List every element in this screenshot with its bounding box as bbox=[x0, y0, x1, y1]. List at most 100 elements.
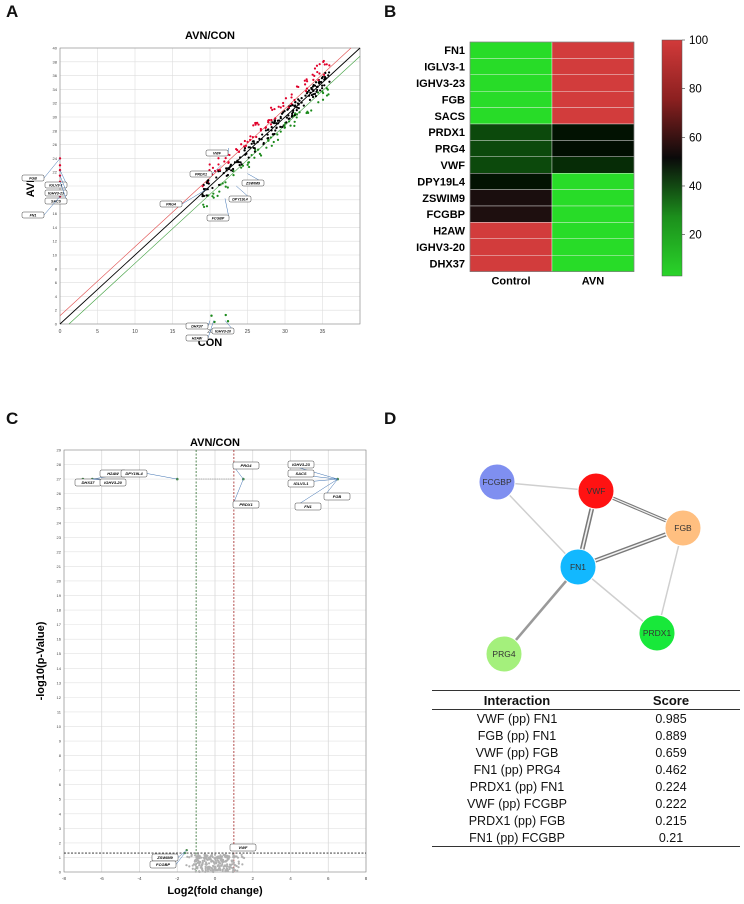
data-point bbox=[205, 194, 208, 197]
node-prg4: PRG4 bbox=[485, 635, 523, 673]
data-point bbox=[293, 124, 296, 127]
y-tick-label: 12 bbox=[57, 695, 62, 700]
data-point bbox=[292, 109, 295, 112]
data-point bbox=[217, 157, 220, 160]
x-tick-label: 30 bbox=[282, 329, 288, 335]
data-point bbox=[250, 142, 253, 145]
data-point bbox=[224, 313, 227, 317]
data-point bbox=[317, 101, 320, 104]
data-point bbox=[270, 118, 273, 122]
data-point bbox=[306, 80, 309, 83]
data-point bbox=[321, 90, 324, 93]
y-tick-label: 32 bbox=[53, 101, 58, 106]
data-point bbox=[236, 856, 240, 859]
data-point bbox=[208, 856, 211, 859]
data-point bbox=[201, 867, 204, 870]
data-point bbox=[296, 106, 299, 109]
node-label: VWF bbox=[587, 486, 606, 496]
heatmap-cell bbox=[551, 107, 635, 125]
interaction-cell: FGB (pp) FN1 bbox=[477, 728, 557, 743]
row-label: IGHV3-23 bbox=[416, 78, 465, 90]
data-point bbox=[186, 855, 189, 858]
data-point bbox=[252, 124, 255, 127]
data-point bbox=[233, 478, 235, 480]
heatmap-cell bbox=[551, 189, 635, 207]
data-point bbox=[282, 101, 285, 105]
data-point bbox=[276, 133, 279, 136]
data-point bbox=[229, 478, 231, 480]
data-point bbox=[314, 81, 318, 84]
heatmap-cell bbox=[469, 189, 553, 207]
heatmap-cell bbox=[551, 140, 635, 158]
colorbar-tick-label: 80 bbox=[689, 84, 702, 96]
callout-leader bbox=[175, 852, 185, 865]
data-point bbox=[295, 116, 298, 119]
data-point bbox=[200, 856, 203, 859]
data-point bbox=[266, 133, 269, 136]
data-point bbox=[328, 64, 331, 67]
data-point bbox=[225, 865, 228, 868]
heatmap-cell bbox=[469, 238, 553, 256]
score-cell: 0.659 bbox=[655, 745, 687, 760]
y-tick-label: 10 bbox=[53, 253, 58, 258]
data-point bbox=[307, 94, 311, 97]
network-edge bbox=[503, 566, 579, 655]
data-point bbox=[58, 164, 62, 167]
row-label: DPY19L4 bbox=[417, 176, 466, 188]
data-point bbox=[231, 859, 234, 862]
volcano-chart: AVN/CON-8 -6 -4 -2 0 2 4 6 801234567891011121314… bbox=[35, 437, 368, 897]
data-point bbox=[262, 143, 265, 146]
callout-box bbox=[323, 492, 351, 501]
row-label: FN1 bbox=[444, 45, 465, 57]
identity-line bbox=[59, 47, 361, 325]
data-point bbox=[287, 114, 290, 117]
data-point bbox=[311, 95, 315, 99]
data-point bbox=[309, 91, 312, 94]
table-row: VWF (pp) FGB 0.659 bbox=[432, 744, 740, 761]
data-point bbox=[215, 176, 218, 179]
row-label: VWF bbox=[441, 160, 466, 172]
y-tick-label: 0 bbox=[59, 870, 62, 875]
y-tick-label: 6 bbox=[59, 782, 62, 787]
data-point bbox=[246, 163, 249, 166]
callout-sacs: SACS bbox=[287, 469, 338, 480]
data-point bbox=[222, 171, 225, 175]
x-tick-label: 8 bbox=[365, 876, 368, 881]
data-point bbox=[217, 868, 220, 872]
data-point bbox=[273, 120, 276, 123]
callout-leader bbox=[181, 189, 207, 205]
data-point bbox=[228, 865, 231, 868]
data-point bbox=[211, 186, 214, 190]
callout-fn1: FN1 bbox=[294, 478, 338, 511]
data-point bbox=[274, 129, 277, 132]
callout-box bbox=[206, 214, 230, 222]
callout-box bbox=[287, 469, 315, 478]
node-label: FN1 bbox=[570, 562, 586, 572]
data-point bbox=[317, 79, 320, 82]
callout-fgb: FGB bbox=[323, 478, 351, 501]
data-point bbox=[258, 152, 262, 155]
callout-label: IGHV3-23 bbox=[48, 192, 64, 196]
data-point bbox=[295, 113, 299, 116]
data-point bbox=[270, 126, 273, 129]
data-point bbox=[282, 104, 285, 108]
callout-ighv3-23: IGHV3-23 bbox=[287, 460, 338, 480]
data-point bbox=[226, 320, 230, 323]
data-point bbox=[211, 860, 214, 863]
callout-label: IGHV3-23 bbox=[292, 462, 311, 467]
interaction-cell: VWF (pp) FGB bbox=[475, 745, 559, 760]
y-axis-label: -log10(p-Value) bbox=[35, 621, 47, 700]
data-point bbox=[208, 163, 211, 166]
data-point bbox=[248, 146, 252, 149]
scatter-chart-avn-con: AVN/CON051015202530350246810121416182022… bbox=[21, 30, 361, 349]
data-point bbox=[310, 93, 313, 97]
row-label: SACS bbox=[434, 111, 465, 123]
row-label: H2AW bbox=[433, 226, 465, 238]
callout-box bbox=[99, 478, 127, 487]
data-point bbox=[277, 105, 280, 108]
data-point bbox=[235, 147, 238, 151]
data-point bbox=[251, 135, 254, 139]
data-point bbox=[314, 95, 318, 98]
data-point bbox=[193, 854, 197, 857]
data-point bbox=[307, 89, 311, 92]
